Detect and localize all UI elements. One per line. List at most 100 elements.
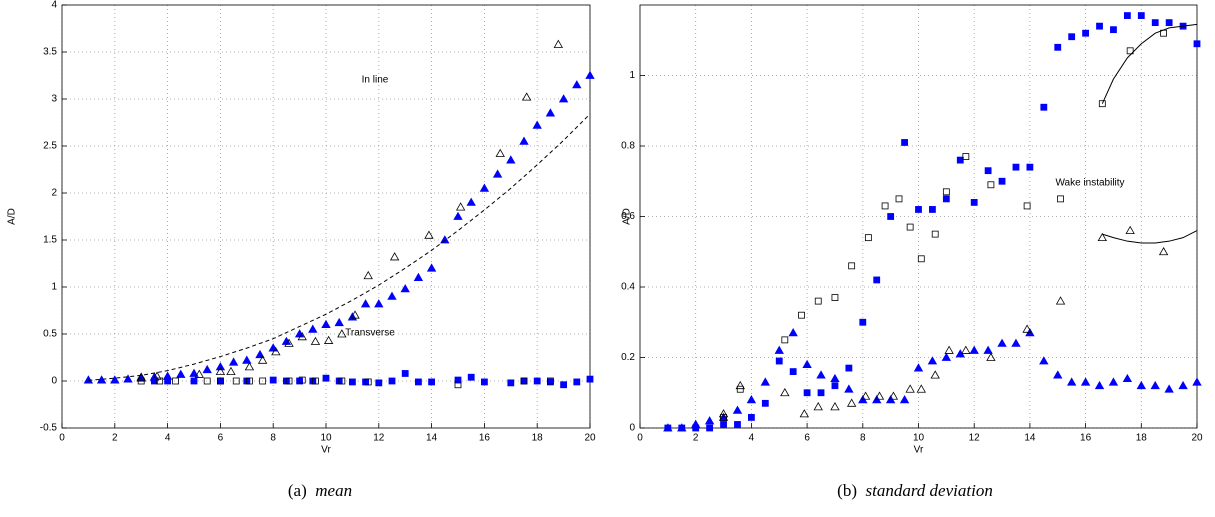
square-marker	[720, 421, 727, 428]
triangle-marker	[350, 310, 360, 319]
square-marker	[1096, 22, 1103, 30]
triangle-marker	[1108, 377, 1119, 386]
square-marker	[164, 377, 172, 385]
x-tick-label: 12	[969, 433, 981, 444]
square-marker	[348, 378, 356, 386]
square-marker	[216, 377, 224, 385]
triangle-marker	[1094, 380, 1105, 390]
x-tick-label: 4	[749, 433, 755, 444]
x-tick-label: 16	[479, 433, 491, 444]
y-tick-label: 1	[51, 282, 57, 293]
triangle-marker	[780, 387, 790, 397]
triangle-marker	[927, 356, 938, 365]
triangle-marker	[830, 402, 840, 411]
triangle-marker	[1097, 232, 1107, 242]
triangle-marker	[799, 409, 810, 418]
square-marker	[873, 276, 881, 284]
triangle-marker	[944, 345, 954, 354]
triangle-marker	[215, 366, 226, 375]
triangle-marker	[905, 384, 915, 393]
y-tick-label: 1	[629, 70, 635, 81]
triangle-marker	[1125, 225, 1135, 234]
square-marker	[1054, 43, 1062, 51]
square-marker	[156, 377, 164, 385]
triangle-marker	[521, 92, 532, 101]
triangle-marker	[136, 372, 146, 381]
square-marker	[956, 156, 964, 164]
triangle-marker	[1164, 384, 1174, 393]
square-marker	[1023, 202, 1031, 210]
square-marker	[454, 381, 462, 389]
triangle-marker	[194, 369, 204, 378]
triangle-marker	[297, 332, 307, 341]
y-tick-label: 4	[51, 0, 57, 11]
square-marker	[831, 294, 839, 301]
y-axis-label: A/D	[622, 208, 633, 225]
triangle-marker	[844, 384, 854, 393]
square-marker	[507, 379, 515, 387]
triangle-marker	[400, 284, 410, 293]
square-marker	[942, 188, 950, 196]
square-marker	[859, 318, 867, 326]
square-marker	[203, 377, 211, 385]
triangle-marker	[986, 352, 996, 361]
square-marker	[906, 223, 914, 231]
triangle-marker	[244, 362, 255, 371]
square-marker	[1165, 19, 1173, 27]
square-marker	[887, 213, 895, 220]
square-marker	[586, 375, 594, 383]
x-tick-label: 20	[1191, 433, 1203, 444]
square-marker	[547, 377, 554, 385]
triangle-marker	[532, 120, 542, 129]
triangle-marker	[1158, 246, 1169, 256]
square-marker	[761, 399, 769, 407]
triangle-marker	[455, 202, 466, 211]
triangle-marker	[189, 368, 199, 377]
square-marker	[987, 181, 995, 189]
triangle-marker	[363, 270, 373, 280]
square-marker	[388, 377, 396, 385]
triangle-marker	[572, 80, 582, 89]
square-marker	[901, 139, 908, 146]
triangle-marker	[387, 291, 397, 300]
x-tick-label: 12	[373, 433, 385, 444]
y-tick-label: 0	[51, 376, 57, 387]
square-marker	[375, 379, 383, 387]
triangle-marker	[718, 409, 729, 418]
curve	[1102, 230, 1198, 244]
triangle-marker	[519, 136, 529, 145]
square-marker	[1193, 40, 1201, 48]
x-tick-label: 18	[1136, 433, 1148, 444]
triangle-marker	[1080, 377, 1091, 386]
triangle-marker	[558, 94, 569, 103]
square-marker	[428, 378, 436, 386]
y-tick-label: 0.4	[621, 282, 635, 293]
square-marker	[246, 377, 253, 385]
triangle-marker	[374, 299, 384, 308]
triangle-marker	[1136, 380, 1146, 390]
caption: (a) mean	[288, 481, 352, 500]
square-marker	[1137, 12, 1145, 19]
triangle-marker	[271, 347, 281, 356]
square-marker	[895, 195, 903, 203]
square-marker	[917, 255, 925, 263]
triangle-marker	[997, 338, 1007, 347]
triangle-marker	[1022, 324, 1032, 333]
square-marker	[520, 377, 528, 385]
y-tick-label: 3.5	[43, 47, 57, 58]
triangle-marker	[1053, 370, 1063, 379]
square-marker	[1057, 195, 1064, 203]
annotation: Transverse	[345, 328, 395, 339]
square-marker	[720, 414, 727, 421]
square-marker	[364, 378, 372, 386]
triangle-marker	[941, 352, 952, 361]
x-tick-label: 0	[637, 433, 643, 444]
square-marker	[573, 378, 581, 386]
square-marker	[1110, 26, 1117, 34]
square-marker	[322, 374, 330, 382]
square-marker	[970, 198, 978, 206]
triangle-marker	[308, 324, 318, 333]
triangle-marker	[284, 338, 294, 347]
y-axis-label: A/D	[7, 208, 18, 225]
square-marker	[929, 206, 936, 213]
